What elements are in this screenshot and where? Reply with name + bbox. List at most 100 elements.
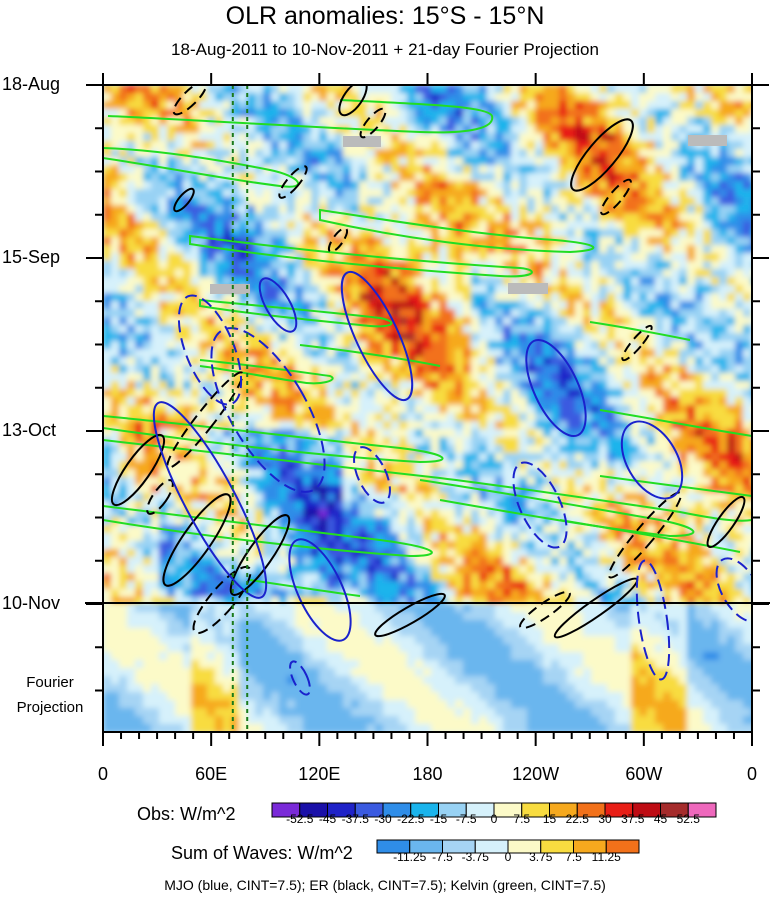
field-cell	[399, 541, 408, 550]
field-cell	[719, 181, 728, 190]
field-cell	[167, 245, 176, 254]
field-cell	[383, 173, 392, 182]
field-cell	[167, 565, 176, 574]
field-cell	[175, 389, 184, 398]
field-cell	[183, 493, 192, 502]
field-cell	[207, 525, 216, 534]
field-cell	[495, 269, 504, 278]
field-cell	[599, 413, 608, 422]
field-cell	[319, 277, 328, 286]
field-cell	[535, 445, 544, 454]
field-cell	[631, 461, 640, 470]
field-cell	[743, 413, 752, 422]
field-cell	[727, 237, 736, 246]
field-cell	[583, 157, 592, 166]
field-cell	[463, 133, 472, 142]
field-cell	[535, 389, 544, 398]
field-cell	[679, 253, 688, 262]
field-cell	[247, 125, 256, 134]
field-cell	[359, 221, 368, 230]
field-cell	[631, 357, 640, 366]
field-cell	[559, 253, 568, 262]
field-cell	[311, 181, 320, 190]
field-cell	[615, 109, 624, 118]
field-cell	[151, 381, 160, 390]
field-cell	[551, 405, 560, 414]
field-cell	[351, 429, 360, 438]
field-cell	[399, 405, 408, 414]
field-cell	[663, 365, 672, 374]
field-cell	[135, 349, 144, 358]
field-cell	[175, 429, 184, 438]
field-cell	[367, 181, 376, 190]
field-cell	[415, 181, 424, 190]
field-cell	[183, 101, 192, 110]
field-cell	[303, 109, 312, 118]
field-cell	[191, 117, 200, 126]
field-cell	[367, 517, 376, 526]
field-cell	[399, 85, 408, 94]
field-cell	[111, 493, 120, 502]
field-cell	[607, 541, 616, 550]
field-cell	[383, 141, 392, 150]
field-cell	[679, 421, 688, 430]
field-cell	[375, 197, 384, 206]
field-cell	[367, 461, 376, 470]
field-cell	[615, 445, 624, 454]
field-cell	[447, 253, 456, 262]
field-cell	[167, 133, 176, 142]
field-cell	[535, 405, 544, 414]
field-cell	[111, 445, 120, 454]
field-cell	[271, 541, 280, 550]
field-cell	[255, 509, 264, 518]
field-cell	[631, 317, 640, 326]
field-cell	[303, 405, 312, 414]
field-cell	[687, 437, 696, 446]
field-cell	[167, 429, 176, 438]
field-cell	[663, 157, 672, 166]
field-cell	[719, 253, 728, 262]
field-cell	[215, 181, 224, 190]
field-cell	[407, 325, 416, 334]
field-cell	[455, 277, 464, 286]
field-cell	[727, 469, 736, 478]
field-cell	[551, 109, 560, 118]
field-cell	[167, 421, 176, 430]
field-cell	[447, 461, 456, 470]
field-cell	[135, 149, 144, 158]
field-cell	[647, 261, 656, 270]
field-cell	[327, 181, 336, 190]
field-cell	[423, 429, 432, 438]
field-cell	[567, 157, 576, 166]
field-cell	[223, 461, 232, 470]
field-cell	[503, 357, 512, 366]
field-cell	[655, 85, 664, 94]
field-cell	[279, 293, 288, 302]
field-cell	[615, 93, 624, 102]
field-cell	[735, 101, 744, 110]
field-cell	[399, 565, 408, 574]
field-cell	[359, 565, 368, 574]
field-cell	[567, 213, 576, 222]
field-cell	[311, 261, 320, 270]
field-cell	[655, 245, 664, 254]
field-cell	[335, 301, 344, 310]
field-cell	[543, 349, 552, 358]
field-cell	[391, 565, 400, 574]
field-cell	[399, 125, 408, 134]
field-cell	[663, 101, 672, 110]
field-cell	[703, 397, 712, 406]
field-cell	[167, 501, 176, 510]
field-cell	[599, 93, 608, 102]
field-cell	[303, 93, 312, 102]
field-cell	[495, 509, 504, 518]
field-cell	[495, 205, 504, 214]
field-cell	[503, 317, 512, 326]
field-cell	[519, 125, 528, 134]
field-cell	[143, 461, 152, 470]
field-cell	[743, 365, 752, 374]
field-cell	[559, 365, 568, 374]
field-cell	[735, 149, 744, 158]
field-cell	[599, 365, 608, 374]
field-cell	[591, 493, 600, 502]
